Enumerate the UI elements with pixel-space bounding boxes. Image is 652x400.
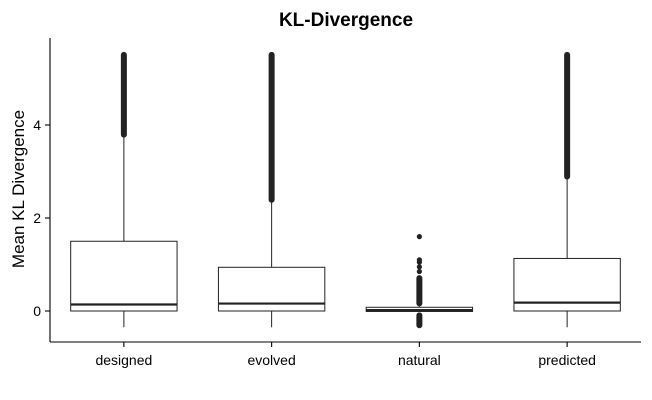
outlier-point (416, 264, 422, 270)
chart-title: KL-Divergence (279, 10, 413, 31)
outlier-point (416, 257, 422, 263)
outlier-cluster (416, 275, 423, 307)
boxes (70, 51, 621, 329)
x-tick-label: evolved (247, 352, 295, 368)
box-evolved (217, 51, 326, 328)
box-designed (70, 51, 178, 328)
y-tick-label: 4 (33, 117, 41, 133)
x-tick-label: designed (95, 352, 152, 368)
y-tick-label: 0 (33, 303, 41, 319)
x-ticks: designed evolved natural predicted (95, 342, 596, 368)
outlier-cluster-low (416, 312, 423, 329)
outlier-cluster (268, 51, 275, 203)
outlier-point (416, 268, 422, 275)
outlier-cluster (120, 51, 127, 138)
x-tick-label: predicted (538, 352, 596, 368)
box-predicted (513, 51, 621, 328)
y-ticks: 0 2 4 (33, 117, 50, 319)
outlier-cluster (564, 51, 571, 180)
outlier-point (416, 234, 422, 240)
y-tick-label: 2 (33, 210, 41, 226)
x-tick-label: natural (398, 352, 441, 368)
box-iqr (70, 240, 178, 312)
y-axis-label: Mean KL Divergence (9, 110, 28, 268)
box-natural (365, 234, 474, 329)
